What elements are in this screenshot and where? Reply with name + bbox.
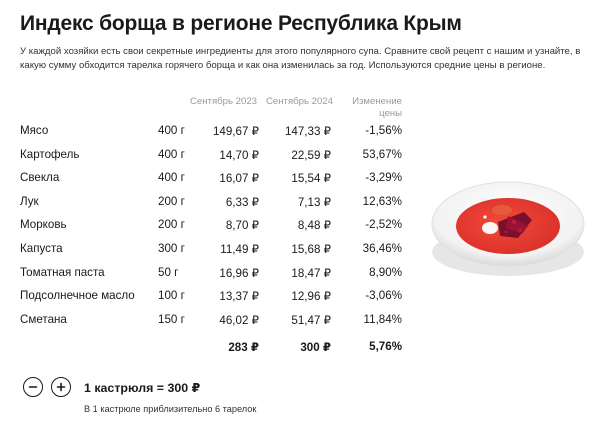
ingredient-name: Лук [20,194,39,208]
ingredient-row: Лук 200 г 6,33 ₽ 7,13 ₽ 12,63% [0,195,600,215]
ingredient-name: Морковь [20,218,67,232]
ingredient-row: Свекла 400 г 16,07 ₽ 15,54 ₽ -3,29% [0,171,600,191]
increase-pots-button[interactable] [51,377,71,397]
column-header-price-change: Изменение цены [332,96,402,120]
plates-per-pot-note: В 1 кастрюле приблизительно 6 тарелок [84,404,257,414]
price-sep-2023: 11,49 ₽ [220,243,259,256]
ingredient-quantity: 400 г [158,171,185,185]
ingredient-name: Капуста [20,242,63,255]
decrease-pots-button[interactable] [23,377,43,397]
price-change: 8,90% [369,265,402,279]
plus-icon [56,382,66,392]
total-row: 283 ₽ 300 ₽ 5,76% [0,340,600,360]
ingredient-row: Мясо 400 г 149,67 ₽ 147,33 ₽ -1,56% [0,124,600,144]
price-sep-2023: 16,07 ₽ [219,172,259,186]
price-sep-2023: 14,70 ₽ [219,148,259,162]
price-change: -3,29% [365,171,402,185]
minus-icon [28,386,38,388]
ingredient-row: Сметана 150 г 46,02 ₽ 51,47 ₽ 11,84% [0,313,600,333]
price-change: 12,63% [362,194,402,208]
price-sep-2024: 8,48 ₽ [297,219,331,233]
page-title: Индекс борща в регионе Республика Крым [20,12,462,35]
ingredient-name: Картофель [20,147,80,161]
column-header-change-line2: цены [379,108,402,119]
ingredient-name: Мясо [20,124,49,137]
ingredient-name: Свекла [20,171,60,185]
price-sep-2024: 15,54 ₽ [291,172,331,186]
ingredient-quantity: 150 г [158,312,185,326]
price-sep-2024: 7,13 ₽ [297,195,331,209]
ingredient-row: Томатная паста 50 г 16,96 ₽ 18,47 ₽ 8,90% [0,266,600,286]
ingredient-row: Капуста 300 г 11,49 ₽ 15,68 ₽ 36,46% [0,242,600,262]
ingredient-row: Морковь 200 г 8,70 ₽ 8,48 ₽ -2,52% [0,218,600,238]
price-change: 11,84% [363,312,402,326]
price-change: -2,52% [365,218,402,232]
column-header-sep-2024: Сентябрь 2024 [266,96,333,107]
price-sep-2024: 12,96 ₽ [291,290,331,304]
price-sep-2024: 22,59 ₽ [291,148,331,162]
column-header-change-line1: Изменение [352,96,402,107]
price-sep-2023: 149,67 ₽ [212,125,259,138]
ingredient-quantity: 200 г [158,194,185,208]
ingredient-name: Томатная паста [20,265,105,279]
price-sep-2024: 15,68 ₽ [291,243,331,256]
page-description: У каждой хозяйки есть свои секретные инг… [20,46,581,71]
ingredient-row: Картофель 400 г 14,70 ₽ 22,59 ₽ 53,67% [0,148,600,168]
ingredient-quantity: 100 г [158,289,185,303]
ingredient-quantity: 50 г [158,265,179,279]
column-header-sep-2023: Сентябрь 2023 [190,96,257,107]
price-sep-2023: 16,96 ₽ [219,266,259,280]
total-sep-2024: 300 ₽ [300,341,331,354]
price-sep-2024: 51,47 ₽ [291,313,331,327]
total-sep-2023: 283 ₽ [228,341,259,354]
price-change: -3,06% [365,289,402,303]
price-sep-2023: 46,02 ₽ [219,313,259,327]
ingredient-row: Подсолнечное масло 100 г 13,37 ₽ 12,96 ₽ -3,… [0,289,600,309]
total-change: 5,76% [369,340,402,353]
price-sep-2023: 8,70 ₽ [225,219,259,233]
price-sep-2023: 13,37 ₽ [219,290,259,304]
price-change: -1,56% [365,124,402,137]
pot-price-label: 1 кастрюля = 300 ₽ [84,381,201,395]
ingredient-quantity: 400 г [158,147,185,161]
ingredient-quantity: 300 г [158,242,185,255]
ingredient-quantity: 400 г [158,124,185,137]
price-change: 36,46% [362,242,402,255]
borscht-plate-image [431,181,585,276]
price-sep-2024: 147,33 ₽ [284,125,331,138]
price-sep-2024: 18,47 ₽ [291,266,331,280]
price-change: 53,67% [362,147,402,161]
ingredient-name: Подсолнечное масло [20,289,135,303]
ingredient-name: Сметана [20,312,67,326]
price-sep-2023: 6,33 ₽ [225,195,259,209]
ingredient-quantity: 200 г [158,218,185,232]
